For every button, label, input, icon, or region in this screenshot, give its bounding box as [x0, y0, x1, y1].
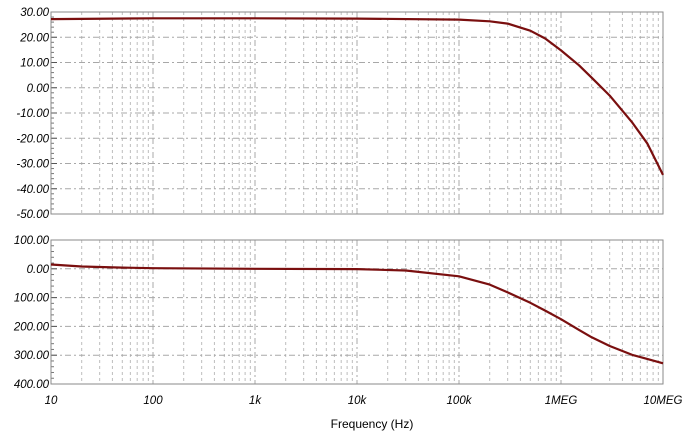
x-tick-label: 1k: [249, 395, 262, 407]
x-axis-title: Frequency (Hz): [331, 417, 414, 431]
y-tick-label: -50.00: [16, 209, 49, 221]
plot-frame: [50, 11, 664, 215]
y-tick-label: 0.00: [27, 83, 50, 95]
x-tick-label: 100k: [447, 395, 473, 407]
y-tick-label: 20.00: [19, 32, 49, 44]
grid: [51, 11, 663, 385]
y-tick-label: 400.00: [14, 379, 50, 391]
y-tick-label: -10.00: [16, 108, 49, 120]
x-tick-label: 10: [45, 395, 58, 407]
plot-frames: [50, 11, 664, 385]
tick-labels: 30.00 20.00 10.00 0.00 -10.00 -20.00 -30.00 -40…: [13, 7, 683, 407]
plot-frame: [50, 239, 664, 385]
series-lines: [50, 17, 664, 365]
y-tick-label: 100.00: [14, 235, 50, 247]
series-line-phase: [50, 263, 664, 365]
y-tick-label: -20.00: [16, 133, 49, 145]
y-tick-label: 300.00: [14, 350, 50, 362]
x-tick-label: 100: [143, 395, 163, 407]
y-tick-label: 100.00: [14, 293, 50, 305]
x-tick-label: 1MEG: [545, 395, 578, 407]
y-tick-label: -40.00: [16, 184, 49, 196]
series-line-gain: [50, 17, 664, 176]
x-tick-label: 10MEG: [644, 395, 683, 407]
y-tick-label: 30.00: [20, 7, 49, 19]
y-tick-label: 200.00: [13, 321, 50, 333]
y-tick-label: 0.00: [27, 264, 50, 276]
x-tick-label: 10k: [348, 395, 368, 407]
y-tick-label: -30.00: [16, 159, 49, 171]
y-tick-label: 10.00: [20, 58, 49, 70]
